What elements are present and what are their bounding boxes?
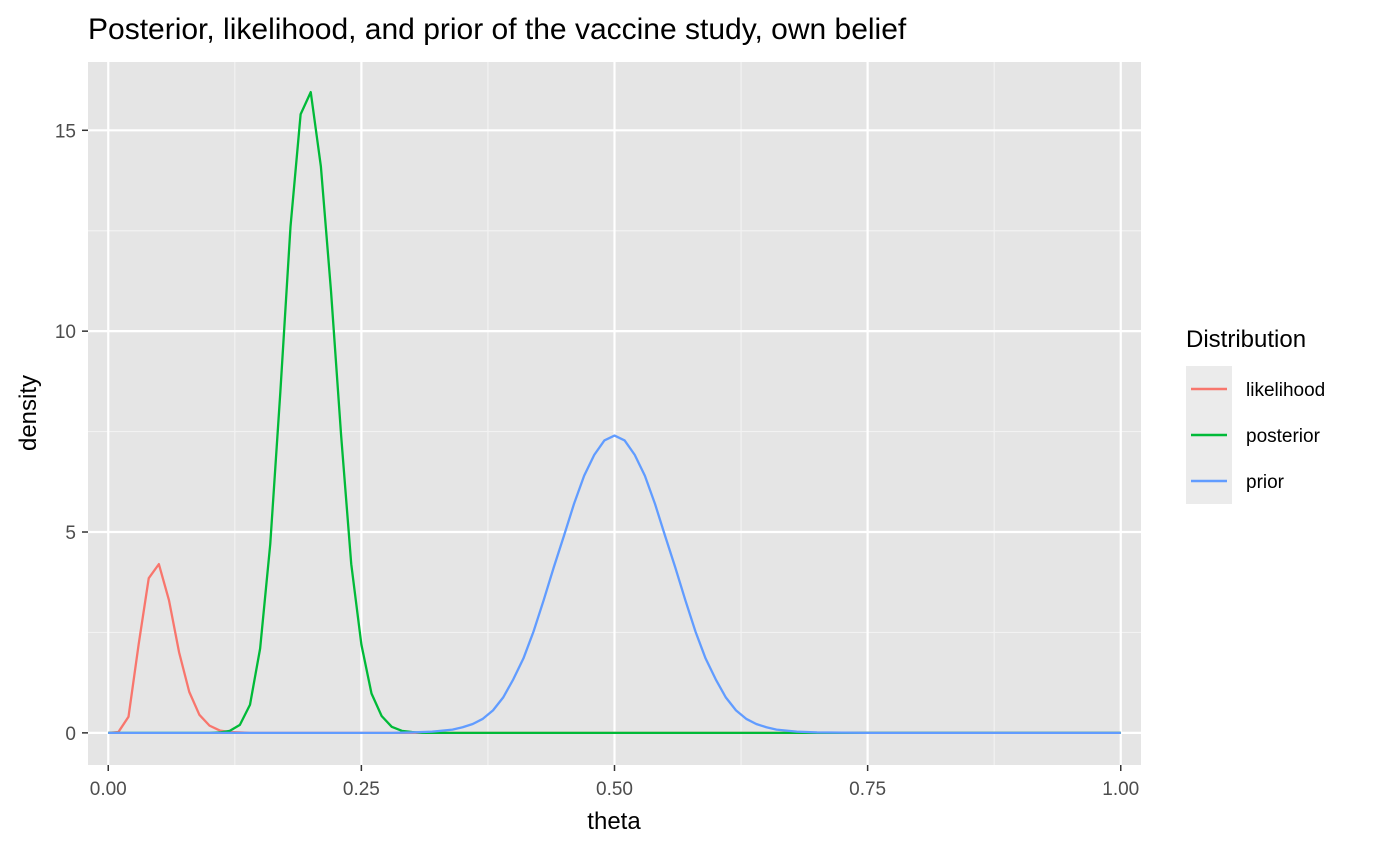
x-tick-label: 0.25 bbox=[343, 779, 380, 800]
x-tick-label: 0.75 bbox=[849, 779, 886, 800]
y-axis: 0 5 10 15 bbox=[55, 121, 88, 745]
y-tick-label: 10 bbox=[55, 322, 76, 343]
x-tick-label: 0.50 bbox=[596, 779, 633, 800]
y-axis-title: density bbox=[15, 375, 42, 451]
legend: Distribution likelihood posterior prior bbox=[1186, 326, 1325, 504]
series-lines bbox=[108, 90, 1121, 735]
legend-label-likelihood: likelihood bbox=[1246, 380, 1325, 401]
series-line-prior bbox=[108, 434, 1121, 735]
legend-label-prior: prior bbox=[1246, 472, 1285, 493]
y-tick-label: 15 bbox=[55, 121, 76, 142]
x-axis-title: theta bbox=[587, 808, 641, 835]
chart-title: Posterior, likelihood, and prior of the … bbox=[88, 13, 907, 46]
y-tick-label: 5 bbox=[65, 523, 76, 544]
y-tick-label: 0 bbox=[65, 724, 76, 745]
x-axis: 0.00 0.25 0.50 0.75 1.00 bbox=[90, 765, 1139, 800]
legend-title: Distribution bbox=[1186, 326, 1306, 353]
x-tick-label: 1.00 bbox=[1102, 779, 1139, 800]
major-gridlines bbox=[88, 62, 1141, 765]
x-tick-label: 0.00 bbox=[90, 779, 127, 800]
legend-label-posterior: posterior bbox=[1246, 426, 1321, 447]
